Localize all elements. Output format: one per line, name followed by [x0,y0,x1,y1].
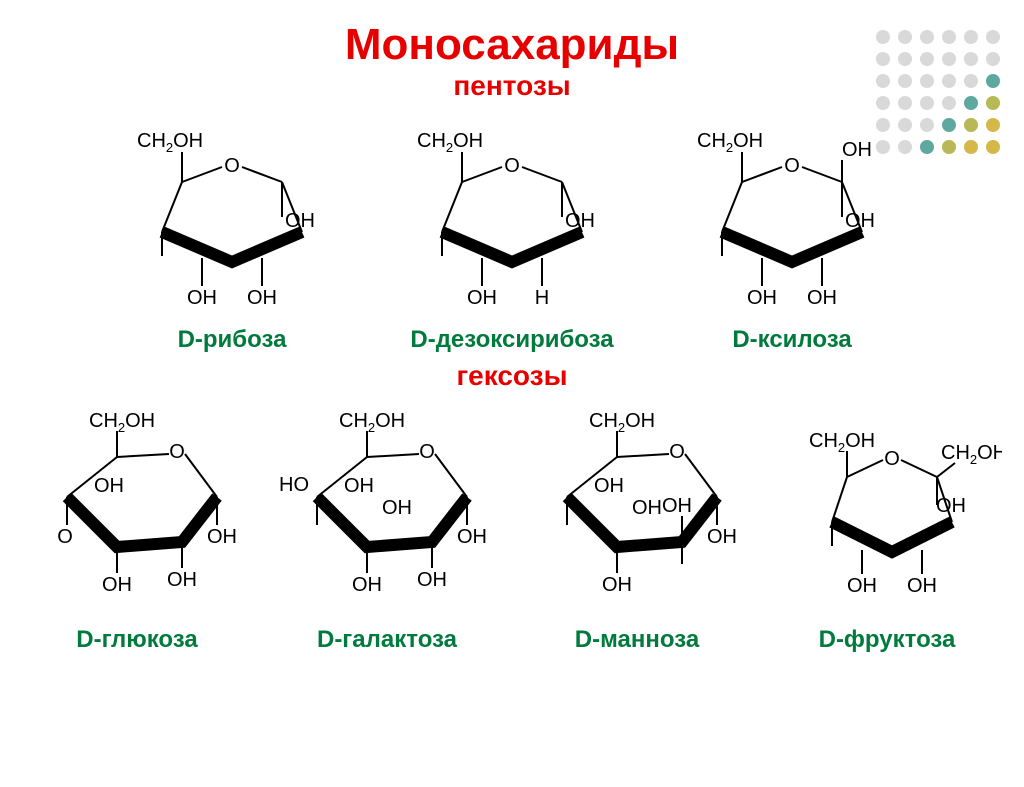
dot [898,96,912,110]
dot [986,30,1000,44]
pentose-name: D-рибоза [178,326,287,354]
svg-text:CH2OH: CH2OH [417,130,483,155]
dot [920,52,934,66]
svg-text:OH: OH [907,575,937,597]
dot [876,96,890,110]
svg-text:O: O [419,441,435,463]
dot [898,52,912,66]
dot [942,52,956,66]
dot [876,118,890,132]
dot [920,96,934,110]
svg-text:OH: OH [807,287,837,309]
dot [876,74,890,88]
svg-text:OH: OH [842,139,872,161]
svg-text:CH2OH: CH2OH [697,130,763,155]
svg-text:OH: OH [382,497,412,519]
svg-text:OH: OH [352,574,382,596]
svg-text:O: O [784,155,800,177]
svg-text:CH2OH: CH2OH [339,410,405,435]
svg-text:CH2OH: CH2OH [589,410,655,435]
svg-text:OH: OH [94,475,124,497]
svg-text:OH: OH [602,574,632,596]
svg-text:OH: OH [707,526,737,548]
dot [942,118,956,132]
dot [876,30,890,44]
svg-text:OH: OH [662,495,692,517]
svg-text:CH2OH: CH2OH [941,442,1002,467]
svg-text:OH: OH [936,495,966,517]
hexose-1: O CH2OH OH HO OH OH OH OH D-галактоза [272,402,502,654]
svg-text:OH: OH [594,475,624,497]
svg-text:CH2OH: CH2OH [137,130,203,155]
svg-text:O: O [224,155,240,177]
dot [964,74,978,88]
dot [986,118,1000,132]
svg-text:OH: OH [187,287,217,309]
hexose-name: D-глюкоза [76,626,197,654]
hexose-3: O CH2OH CH2OH OH OH OH D-фруктоза [772,402,1002,654]
hexose-name: D-манноза [575,626,699,654]
dot [986,52,1000,66]
dot-grid-decoration [876,30,1004,158]
svg-text:OH: OH [247,287,277,309]
dot [942,140,956,154]
dot [986,140,1000,154]
dot [942,96,956,110]
svg-text:OH: OH [632,497,662,519]
dot [898,74,912,88]
dot [876,52,890,66]
hexose-name: D-фруктоза [819,626,956,654]
svg-text:HO: HO [279,474,309,496]
dot [964,140,978,154]
pentose-1: O CH2OH OH OH H D-дезоксирибоза [382,112,642,354]
svg-text:OH: OH [747,287,777,309]
dot [898,140,912,154]
page-title: Моносахариды [0,20,1024,70]
dot [898,118,912,132]
dot [986,74,1000,88]
svg-text:CH2OH: CH2OH [89,410,155,435]
svg-text:OH: OH [467,287,497,309]
svg-text:OH: OH [565,210,595,232]
subtitle-hexoses: гексозы [0,360,1024,392]
subtitle-pentoses: пентозы [0,70,1024,102]
dot [964,52,978,66]
dot [964,30,978,44]
dot [942,30,956,44]
svg-text:OH: OH [285,210,315,232]
pentose-name: D-дезоксирибоза [410,326,613,354]
dot [920,74,934,88]
dot [876,140,890,154]
svg-text:OH: OH [847,575,877,597]
hexose-0: O CH2OH OH O OH OH OH D-глюкоза [22,402,252,654]
pentose-name: D-ксилоза [732,326,851,354]
dot [942,74,956,88]
dot [964,118,978,132]
hexoses-row: OCH2OHOHOOHOHOHD-глюкозаOCH2OHOHHOOHOHOH… [0,402,1024,654]
dot [920,140,934,154]
svg-text:OH: OH [167,569,197,591]
dot [986,96,1000,110]
svg-text:H: H [535,287,549,309]
dot [920,118,934,132]
svg-text:O: O [884,448,900,470]
hexose-2: OCH2OHOHOHOHOHOHD-манноза [522,402,752,654]
svg-text:O: O [169,441,185,463]
svg-text:OH: OH [845,210,875,232]
svg-text:O: O [504,155,520,177]
pentose-0: O CH2OH OH OH OH D-рибоза [102,112,362,354]
dot [898,30,912,44]
svg-text:OH: OH [344,475,374,497]
svg-text:OH: OH [417,569,447,591]
dot [964,96,978,110]
hexose-name: D-галактоза [317,626,457,654]
svg-text:CH2OH: CH2OH [809,430,875,455]
svg-text:OH: OH [102,574,132,596]
pentoses-row: O CH2OH OH OH OH D-рибоза O CH2OH OH OH H D-дезокси… [0,112,1024,354]
svg-text:OH: OH [457,526,487,548]
svg-text:O: O [57,526,73,548]
svg-text:OH: OH [207,526,237,548]
svg-text:O: O [669,441,685,463]
dot [920,30,934,44]
